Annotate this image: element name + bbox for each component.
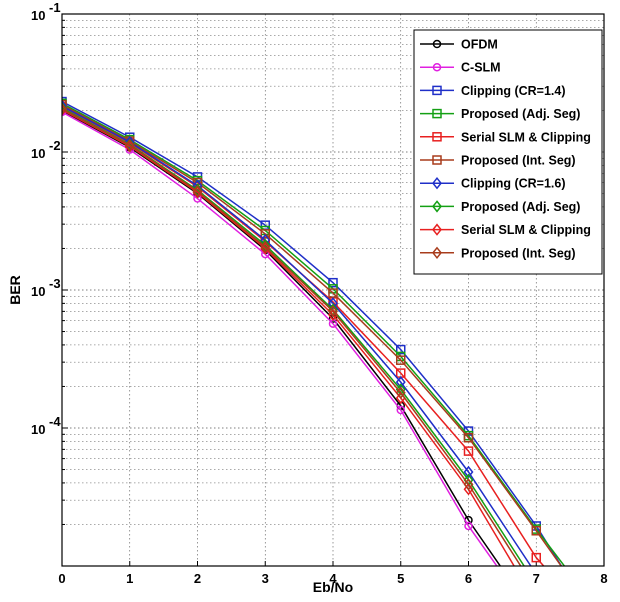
legend-marker	[432, 246, 442, 260]
legend-item: Proposed (Int. Seg)	[420, 246, 576, 260]
legend-label: Proposed (Int. Seg)	[461, 246, 576, 260]
data-point	[260, 238, 271, 252]
x-tick-label: 6	[465, 571, 472, 586]
x-tick-label: 3	[262, 571, 269, 586]
data-point	[395, 386, 406, 399]
legend-label: Clipping (CR=1.6)	[461, 177, 566, 191]
legend-item: Proposed (Adj. Seg)	[420, 107, 580, 121]
x-tick-label: 5	[397, 571, 404, 586]
legend-item: Clipping (CR=1.6)	[420, 177, 566, 191]
data-point	[328, 305, 338, 318]
data-point	[328, 277, 338, 288]
data-point	[62, 102, 67, 116]
series-line	[62, 108, 522, 566]
data-point	[328, 288, 338, 298]
legend-label: C-SLM	[461, 61, 501, 75]
legend-item: Clipping (CR=1.4)	[420, 84, 566, 98]
data-point	[463, 465, 474, 479]
x-tick-label: 0	[58, 571, 65, 586]
legend-marker	[432, 176, 442, 190]
series-line	[62, 106, 545, 566]
series-layer	[62, 96, 566, 566]
legend-marker	[432, 155, 442, 165]
plot-frame	[61, 13, 605, 567]
series-10	[62, 102, 522, 566]
x-axis-label: Eb/No	[313, 579, 353, 595]
data-point	[395, 383, 406, 396]
data-point	[260, 242, 271, 255]
legend-label: Proposed (Adj. Seg)	[461, 200, 580, 214]
data-point	[396, 355, 406, 365]
legend-item: Serial SLM & Clipping	[420, 130, 591, 144]
legend-marker	[432, 39, 442, 49]
data-point	[62, 99, 67, 113]
y-tick-exponent: -3	[49, 276, 61, 291]
legend-label: Clipping (CR=1.4)	[461, 84, 566, 98]
series-line	[62, 109, 515, 566]
data-point	[328, 297, 338, 310]
x-tick-label: 2	[194, 571, 201, 586]
y-tick-label: 10	[31, 284, 45, 299]
y-tick-exponent: -2	[49, 138, 61, 153]
legend-marker	[432, 62, 442, 72]
legend-item: OFDM	[420, 38, 498, 52]
y-tick-label: 10	[31, 422, 45, 437]
legend-label: OFDM	[461, 38, 498, 52]
data-point	[531, 526, 541, 536]
data-point	[62, 99, 67, 110]
data-point	[463, 432, 474, 443]
series-line	[62, 109, 502, 566]
legend-item: Proposed (Adj. Seg)	[420, 200, 580, 214]
legend: OFDM C-SLM Clipping (CR=1.4) Proposed (Adj.…	[413, 29, 603, 275]
legend-item: Serial SLM & Clipping	[420, 223, 591, 237]
data-point	[531, 552, 541, 563]
y-tick-exponent: -1	[49, 0, 61, 15]
y-tick-label: 10	[31, 8, 45, 23]
series-line	[62, 105, 532, 566]
x-tick-label: 1	[126, 571, 133, 586]
series-line	[62, 104, 563, 566]
x-tick-label: 8	[600, 571, 607, 586]
data-point	[464, 521, 473, 531]
y-tick-exponent: -4	[49, 414, 61, 429]
data-point	[396, 405, 405, 415]
series-line	[62, 100, 563, 566]
data-point	[124, 139, 135, 152]
legend-label: Serial SLM & Clipping	[461, 223, 591, 237]
tick-labels: 0 1 2 3 4 5 6 7 8 10 -1 10 -2 10 -3 10 -4	[31, 0, 608, 586]
data-point	[192, 184, 203, 198]
series-line	[62, 111, 498, 566]
data-point	[463, 446, 474, 456]
data-point	[260, 240, 271, 254]
legend-box	[413, 29, 603, 275]
legend-item: Proposed (Int. Seg)	[420, 154, 576, 168]
legend-marker	[432, 132, 442, 142]
legend-item: C-SLM	[420, 61, 501, 75]
data-point	[463, 478, 474, 491]
legend-marker	[432, 200, 442, 213]
data-point	[260, 229, 270, 239]
data-point	[396, 344, 406, 355]
legend-label: Proposed (Int. Seg)	[461, 154, 576, 168]
legend-label: Proposed (Adj. Seg)	[461, 107, 580, 121]
y-axis-label: BER	[7, 275, 23, 305]
y-tick-label: 10	[31, 146, 45, 161]
x-tick-label: 4	[329, 571, 337, 586]
legend-marker	[432, 108, 442, 119]
legend-label: Serial SLM & Clipping	[461, 130, 591, 144]
legend-marker	[432, 85, 442, 96]
x-tick-label: 7	[533, 571, 540, 586]
legend-marker	[432, 223, 442, 236]
